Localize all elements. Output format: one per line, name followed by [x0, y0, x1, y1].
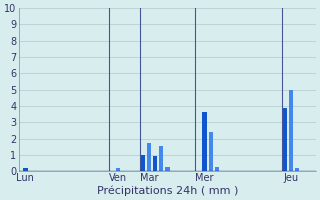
Bar: [153, 156, 157, 171]
Bar: [116, 168, 120, 171]
Bar: [140, 155, 145, 171]
Bar: [165, 167, 170, 171]
Bar: [159, 146, 164, 171]
X-axis label: Précipitations 24h ( mm ): Précipitations 24h ( mm ): [97, 185, 238, 196]
Bar: [23, 168, 28, 171]
Bar: [283, 108, 287, 171]
Bar: [147, 143, 151, 171]
Bar: [203, 112, 207, 171]
Bar: [289, 90, 293, 171]
Bar: [295, 168, 300, 171]
Bar: [215, 167, 219, 171]
Bar: [209, 132, 213, 171]
